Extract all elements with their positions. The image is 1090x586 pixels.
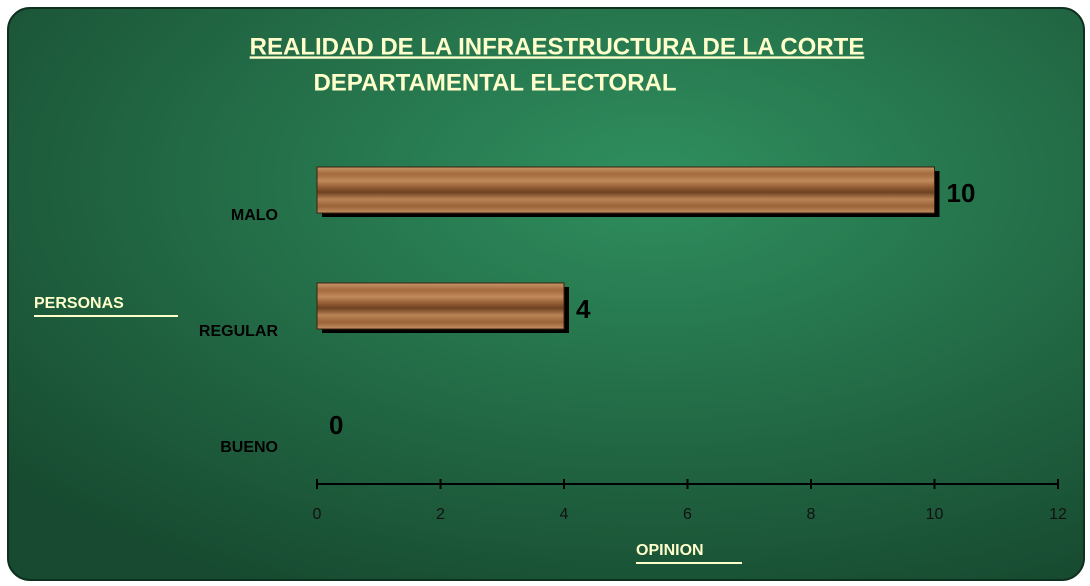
chart-title: DEPARTAMENTAL ELECTORAL <box>313 69 676 96</box>
value-label: 0 <box>329 410 343 440</box>
bar <box>316 282 565 330</box>
x-tick-label: 6 <box>683 506 692 523</box>
chart-title: REALIDAD DE LA INFRAESTRUCTURA DE LA COR… <box>250 33 865 60</box>
x-tick-label: 0 <box>313 506 322 523</box>
y-tick-label: REGULAR <box>199 323 279 340</box>
bar <box>316 166 935 214</box>
value-label: 10 <box>947 178 976 208</box>
x-tick-label: 10 <box>926 506 944 523</box>
y-axis-label: PERSONAS <box>34 295 124 312</box>
x-tick-label: 4 <box>560 506 569 523</box>
value-label: 4 <box>576 294 591 324</box>
x-tick-label: 8 <box>807 506 816 523</box>
x-axis-label: OPINION <box>636 542 704 559</box>
x-tick-label: 2 <box>436 506 445 523</box>
y-tick-label: BUENO <box>220 439 278 456</box>
y-tick-label: MALO <box>231 207 278 224</box>
x-tick-label: 12 <box>1049 506 1067 523</box>
